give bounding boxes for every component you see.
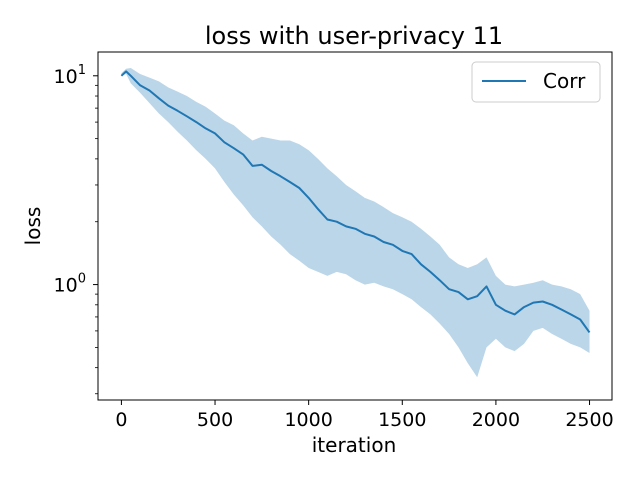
legend-box (471, 61, 601, 103)
y-tick-label: 101 (54, 63, 86, 88)
confidence-band (121, 68, 590, 378)
series-line-corr (120, 70, 591, 333)
legend: Corr (471, 61, 601, 103)
chart-title: loss with user-privacy 11 (205, 22, 503, 50)
axes-frame (97, 51, 613, 401)
band-layer (121, 68, 590, 378)
x-tick-label: 1000 (284, 409, 332, 431)
x-axis-label: iteration (312, 433, 397, 457)
line-layer (120, 70, 591, 333)
y-axis-label: loss (21, 207, 45, 246)
axes-background (98, 52, 612, 400)
x-tick-label: 2000 (472, 409, 520, 431)
plot-area (97, 51, 613, 401)
x-tick-label: 500 (197, 409, 233, 431)
x-tick-label: 1500 (378, 409, 426, 431)
legend-label: Corr (543, 69, 586, 93)
x-axis: 0 500 1000 1500 2000 2500 (115, 400, 614, 431)
x-tick-label: 0 (115, 409, 127, 431)
x-tick-label: 2500 (565, 409, 613, 431)
y-tick-label: 100 (54, 272, 86, 297)
y-axis: 100 101 (54, 63, 98, 395)
